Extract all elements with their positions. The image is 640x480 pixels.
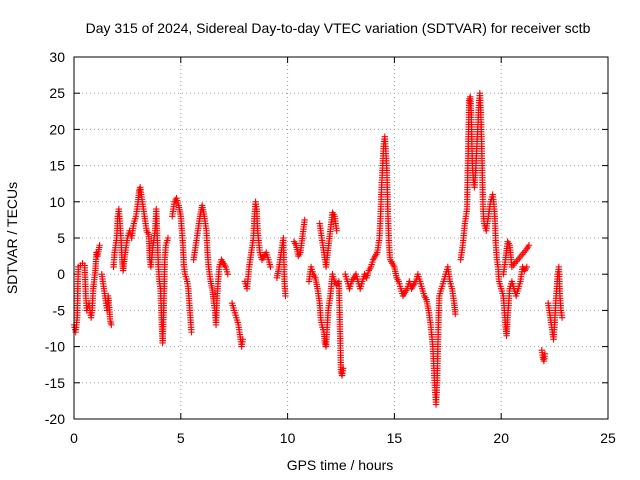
y-axis-label: SDTVAR / TECUs bbox=[4, 182, 20, 294]
axis-ticks: 0 5 10 15 20 25 -20 -15 -10 -5 0 5 10 15 20 25 30 bbox=[45, 49, 616, 446]
data-point bbox=[339, 365, 347, 372]
plot-frame bbox=[73, 56, 609, 420]
y-tick-label: -15 bbox=[45, 375, 65, 391]
chart-title: Day 315 of 2024, Sidereal Day-to-day VTE… bbox=[86, 20, 591, 36]
data-points bbox=[70, 90, 566, 408]
data-point bbox=[108, 321, 115, 329]
y-tick-label: 5 bbox=[57, 230, 65, 246]
data-point bbox=[301, 216, 308, 224]
data-point bbox=[558, 314, 566, 321]
data-point bbox=[282, 292, 289, 300]
data-point bbox=[452, 310, 459, 318]
data-point bbox=[239, 336, 246, 343]
x-tick-label: 10 bbox=[280, 430, 296, 446]
data-point bbox=[541, 350, 549, 358]
data-point bbox=[523, 263, 531, 271]
x-tick-label: 20 bbox=[493, 430, 509, 446]
data-point bbox=[164, 234, 172, 242]
data-point bbox=[224, 271, 231, 278]
y-tick-label: 25 bbox=[49, 85, 65, 101]
x-tick-label: 0 bbox=[70, 430, 78, 446]
x-axis-label: GPS time / hours bbox=[287, 457, 394, 473]
y-tick-label: 10 bbox=[49, 194, 65, 210]
data-point bbox=[525, 242, 533, 249]
data-point bbox=[96, 242, 103, 249]
data-point bbox=[267, 263, 274, 271]
data-point bbox=[188, 328, 195, 336]
x-tick-label: 5 bbox=[177, 430, 185, 446]
y-tick-label: -5 bbox=[53, 302, 66, 318]
y-tick-label: 15 bbox=[49, 158, 65, 174]
y-tick-label: 0 bbox=[57, 266, 65, 282]
y-tick-label: 20 bbox=[49, 121, 65, 137]
y-tick-label: -10 bbox=[45, 339, 65, 355]
y-tick-label: -20 bbox=[45, 411, 65, 427]
y-tick-label: 30 bbox=[49, 49, 65, 65]
x-tick-label: 15 bbox=[387, 430, 403, 446]
x-tick-label: 25 bbox=[600, 430, 616, 446]
data-point bbox=[333, 227, 340, 234]
